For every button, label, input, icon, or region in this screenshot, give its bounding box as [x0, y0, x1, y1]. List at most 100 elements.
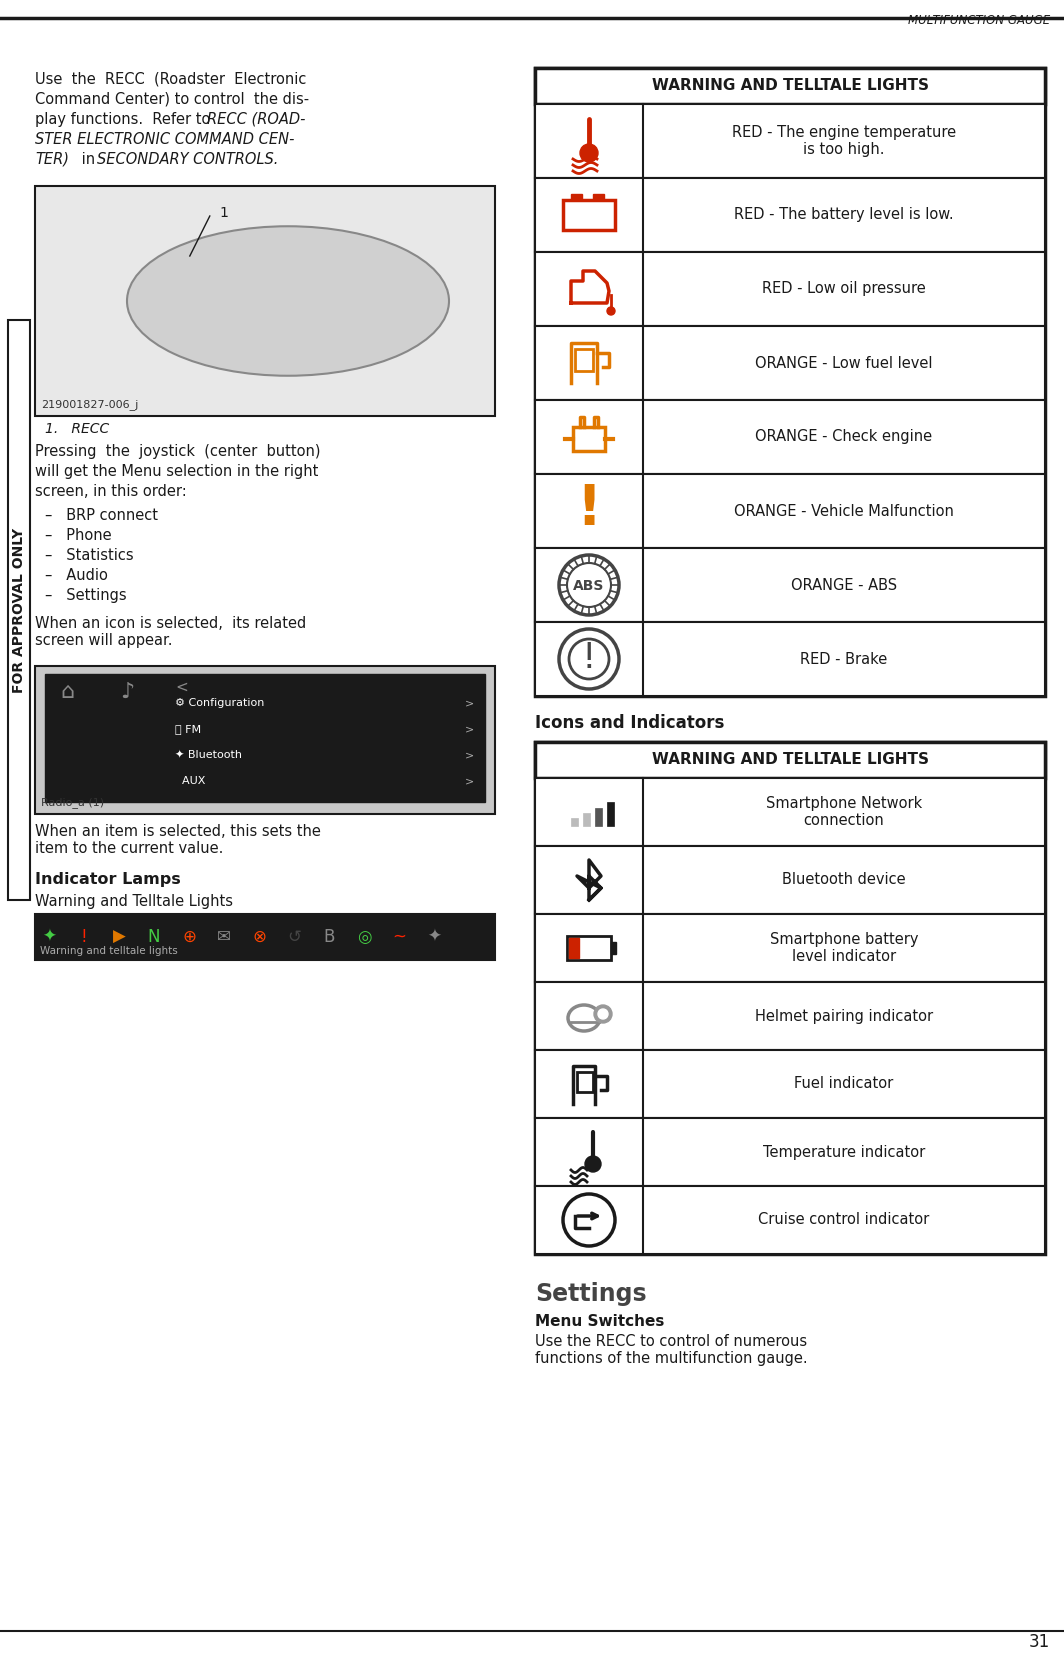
- Bar: [535, 104, 1045, 179]
- Text: ~: ~: [392, 928, 406, 947]
- Circle shape: [606, 306, 615, 314]
- Text: !: !: [582, 640, 596, 675]
- Circle shape: [559, 554, 619, 616]
- Bar: [35, 914, 495, 960]
- Text: When an icon is selected,  its related
screen will appear.: When an icon is selected, its related sc…: [35, 616, 306, 649]
- Text: ▶: ▶: [113, 928, 126, 947]
- Text: ORANGE - Low fuel level: ORANGE - Low fuel level: [755, 356, 933, 371]
- Text: WARNING AND TELLTALE LIGHTS: WARNING AND TELLTALE LIGHTS: [651, 753, 929, 768]
- Text: Use the RECC to control of numerous
functions of the multifunction gauge.: Use the RECC to control of numerous func…: [535, 1334, 808, 1367]
- Bar: [35, 185, 495, 415]
- Text: MULTIFUNCTION GAUGE: MULTIFUNCTION GAUGE: [908, 13, 1050, 26]
- Bar: [606, 803, 614, 826]
- Bar: [595, 808, 602, 826]
- Text: RED - The engine temperature
is too high.: RED - The engine temperature is too high…: [732, 124, 957, 157]
- Text: ORANGE - ABS: ORANGE - ABS: [791, 578, 897, 592]
- Bar: [535, 179, 1045, 252]
- Bar: [583, 813, 591, 826]
- Bar: [575, 349, 593, 371]
- Text: ⊗: ⊗: [252, 928, 266, 947]
- Circle shape: [594, 1005, 612, 1023]
- Bar: [535, 252, 1045, 326]
- Text: <: <: [174, 680, 187, 695]
- Text: 219001827-006_j: 219001827-006_j: [41, 399, 138, 410]
- Ellipse shape: [568, 1005, 600, 1031]
- Bar: [535, 1119, 1045, 1187]
- Text: in: in: [77, 152, 100, 167]
- Text: Menu Switches: Menu Switches: [535, 1314, 664, 1329]
- Text: ↺: ↺: [287, 928, 301, 947]
- Text: –   Statistics: – Statistics: [45, 548, 134, 563]
- Text: ⌂: ⌂: [60, 682, 74, 702]
- Text: WARNING AND TELLTALE LIGHTS: WARNING AND TELLTALE LIGHTS: [651, 78, 929, 93]
- Bar: [535, 741, 1045, 778]
- Text: +: +: [592, 205, 609, 227]
- Text: ⚙ Configuration: ⚙ Configuration: [174, 698, 264, 708]
- Text: Radio_a (1): Radio_a (1): [41, 798, 104, 808]
- Text: ✦ Bluetooth: ✦ Bluetooth: [174, 750, 242, 760]
- Text: Fuel indicator: Fuel indicator: [795, 1076, 894, 1092]
- Text: ABS: ABS: [573, 579, 604, 592]
- Bar: [535, 741, 1045, 1254]
- Bar: [573, 427, 605, 452]
- Ellipse shape: [127, 227, 449, 376]
- Circle shape: [567, 563, 611, 607]
- Bar: [535, 473, 1045, 548]
- Text: ⊕: ⊕: [182, 928, 196, 947]
- Text: ♪: ♪: [120, 682, 134, 702]
- Text: ✉: ✉: [217, 928, 231, 947]
- Text: ✦: ✦: [43, 928, 56, 947]
- Text: ORANGE - Vehicle Malfunction: ORANGE - Vehicle Malfunction: [734, 503, 954, 518]
- Bar: [593, 194, 604, 200]
- Text: B: B: [323, 928, 335, 947]
- Text: N: N: [148, 928, 161, 947]
- Text: When an item is selected, this sets the
item to the current value.: When an item is selected, this sets the …: [35, 824, 321, 856]
- Text: Indicator Lamps: Indicator Lamps: [35, 872, 181, 887]
- Text: will get the Menu selection in the right: will get the Menu selection in the right: [35, 463, 318, 478]
- Text: >: >: [465, 698, 475, 708]
- Bar: [571, 194, 582, 200]
- Bar: [535, 622, 1045, 697]
- Text: FOR APPROVAL ONLY: FOR APPROVAL ONLY: [12, 528, 26, 692]
- Bar: [35, 665, 495, 814]
- Text: –   BRP connect: – BRP connect: [45, 508, 157, 523]
- Text: Smartphone Network
connection: Smartphone Network connection: [766, 796, 922, 828]
- Circle shape: [585, 1155, 601, 1172]
- Bar: [577, 1072, 593, 1092]
- Circle shape: [598, 1010, 608, 1019]
- Bar: [611, 942, 616, 953]
- Bar: [535, 68, 1045, 697]
- Text: Bluetooth device: Bluetooth device: [782, 872, 905, 887]
- Text: >: >: [465, 776, 475, 786]
- Text: RECC (ROAD-: RECC (ROAD-: [207, 113, 305, 127]
- Bar: [9, 319, 30, 900]
- Bar: [567, 937, 611, 960]
- Circle shape: [563, 1193, 615, 1246]
- Text: Icons and Indicators: Icons and Indicators: [535, 713, 725, 732]
- Text: –   Audio: – Audio: [45, 568, 107, 583]
- Text: RED - Brake: RED - Brake: [800, 652, 887, 667]
- Text: play functions.  Refer to: play functions. Refer to: [35, 113, 215, 127]
- Text: 1.   RECC: 1. RECC: [45, 422, 110, 435]
- Text: RED - Low oil pressure: RED - Low oil pressure: [762, 281, 926, 296]
- Bar: [535, 548, 1045, 622]
- Text: STER ELECTRONIC COMMAND CEN-: STER ELECTRONIC COMMAND CEN-: [35, 132, 295, 147]
- Circle shape: [580, 144, 598, 162]
- Bar: [535, 326, 1045, 401]
- Bar: [535, 846, 1045, 914]
- Text: 31: 31: [1029, 1633, 1050, 1652]
- Text: –: –: [572, 205, 583, 227]
- Text: Pressing  the  joystick  (center  button): Pressing the joystick (center button): [35, 444, 320, 458]
- Text: RED - The battery level is low.: RED - The battery level is low.: [734, 207, 953, 222]
- Bar: [535, 401, 1045, 473]
- Bar: [535, 914, 1045, 981]
- Text: TER): TER): [35, 152, 69, 167]
- Bar: [535, 981, 1045, 1049]
- Text: Warning and telltale lights: Warning and telltale lights: [40, 947, 178, 957]
- Bar: [535, 778, 1045, 846]
- Text: Temperature indicator: Temperature indicator: [763, 1145, 925, 1160]
- Text: >: >: [465, 723, 475, 735]
- Text: AUX: AUX: [174, 776, 205, 786]
- Bar: [569, 938, 579, 958]
- Text: Use  the  RECC  (Roadster  Electronic: Use the RECC (Roadster Electronic: [35, 73, 306, 88]
